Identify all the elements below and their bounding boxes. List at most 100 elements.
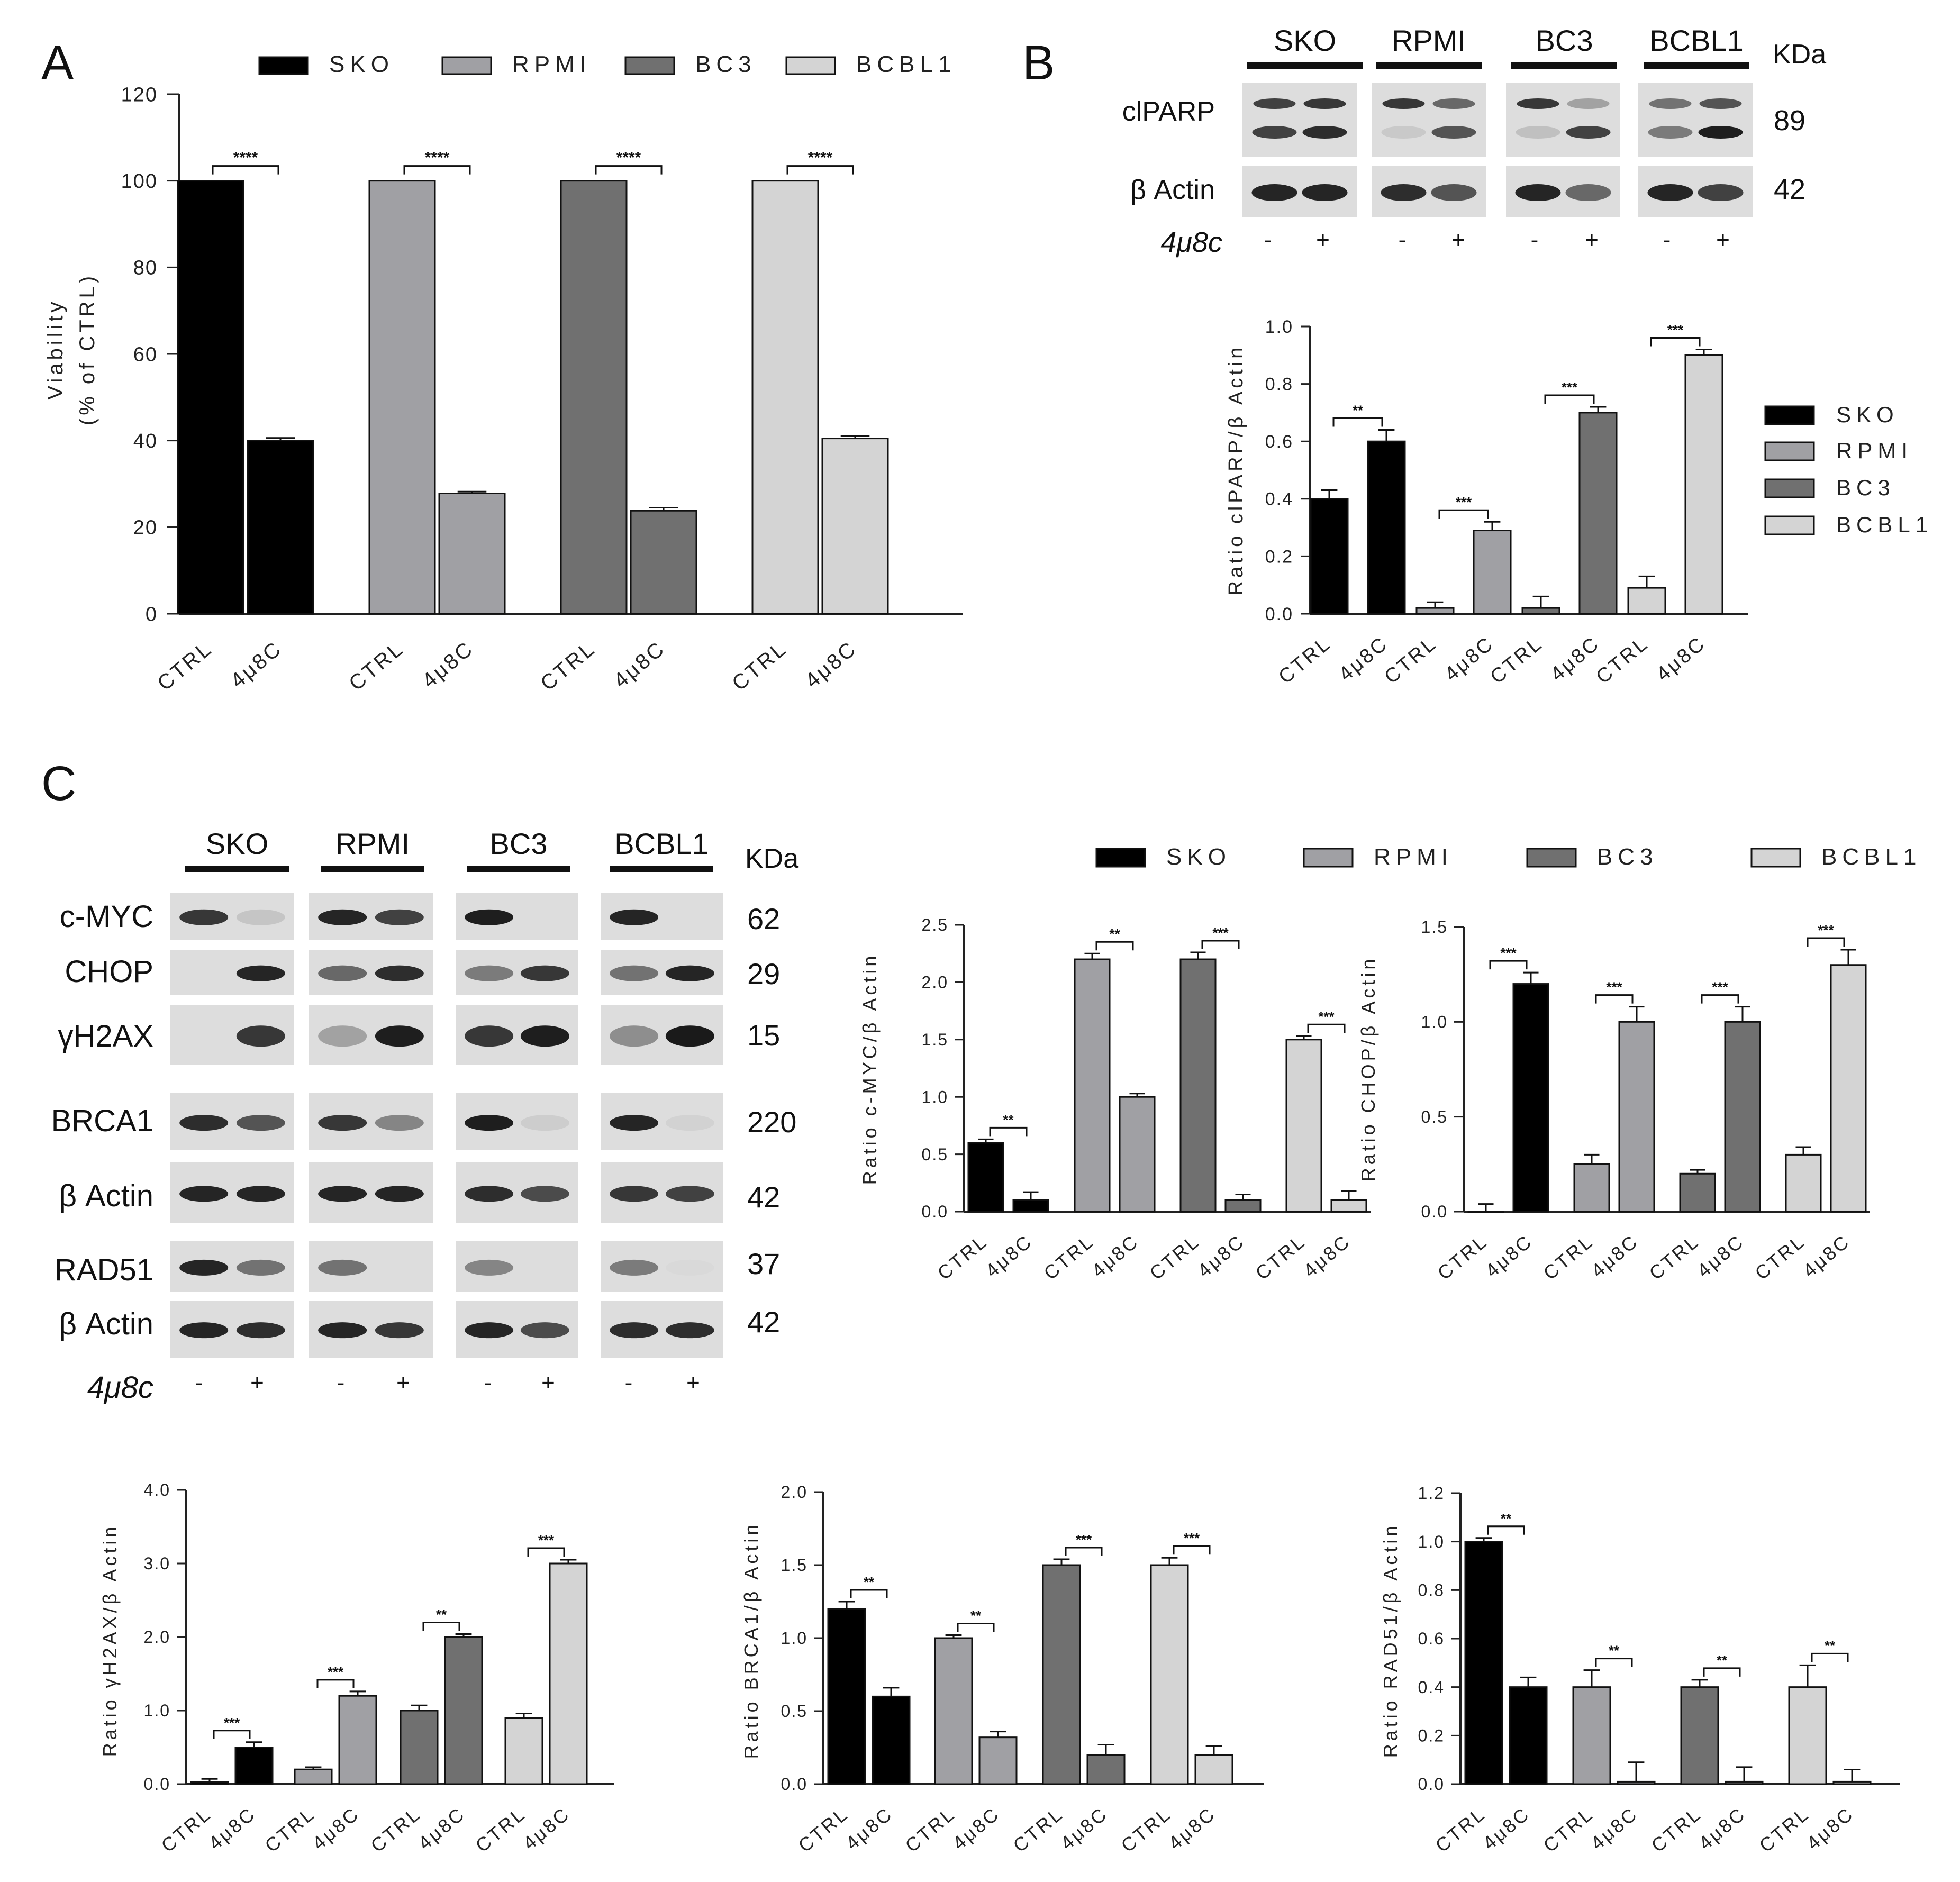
blot-band — [610, 1322, 659, 1339]
lane-sign: + — [1716, 227, 1730, 253]
significance-stars: ** — [970, 1607, 982, 1623]
blot-band — [520, 1115, 569, 1131]
y-axis-title: Viability — [44, 298, 67, 399]
x-tick-label: 4μ8C — [226, 637, 286, 693]
blot-band — [375, 965, 424, 981]
bar-bcbl1-ctrl — [1788, 1686, 1827, 1785]
blot-group-label-bcbl1: BCBL1 — [1649, 24, 1743, 57]
legend-label-sko: SKO — [329, 51, 394, 77]
blot-band — [610, 1259, 659, 1276]
blot-band — [465, 1259, 514, 1276]
y-tick-label: 0 — [146, 603, 158, 625]
bar-rpmi-ctrl — [1415, 607, 1455, 615]
lane-sign: - — [484, 1370, 492, 1396]
blot-band — [375, 1115, 424, 1131]
significance-stars: ** — [436, 1606, 447, 1622]
blot-row-label: BRCA1 — [51, 1104, 153, 1138]
blot-band — [1565, 184, 1611, 201]
blot-group-label-bc3: BC3 — [490, 827, 548, 860]
chart-cmyc: 0.0 0.5 1.0 1.5 2.0 2.5 Ratio c-MYC/β Actin CTR… — [859, 915, 1371, 1284]
significance-bracket — [1595, 1658, 1633, 1667]
x-tick-label: CTRL — [933, 1230, 992, 1284]
blot-group-bar — [321, 866, 424, 872]
x-tick-label: 4μ8C — [801, 637, 861, 693]
blot-band — [375, 1322, 424, 1339]
legend-swatch-sko — [1764, 405, 1815, 425]
bar-bcbl1-ctrl — [1785, 1153, 1822, 1213]
blot-group-label-sko: SKO — [1274, 24, 1336, 57]
bar-rpmi-treated — [1617, 1780, 1656, 1785]
bar-rpmi-treated — [1473, 530, 1512, 615]
y-tick-label: 1.0 — [1418, 1532, 1445, 1551]
legend-swatch-bcbl1 — [1764, 515, 1815, 535]
significance-stars: *** — [1212, 925, 1229, 941]
x-tick-label: CTRL — [1486, 632, 1547, 688]
x-tick-label: CTRL — [261, 1803, 320, 1857]
x-tick-label: 4μ8C — [414, 1803, 469, 1854]
lane-sign: - — [625, 1370, 633, 1396]
legend-label-sko: SKO — [1166, 844, 1231, 870]
significance-stars: *** — [224, 1715, 240, 1731]
blot-group-bar — [185, 866, 289, 872]
significance-stars: ** — [1003, 1112, 1014, 1128]
legend-swatch-sko — [258, 56, 309, 75]
x-tick-label: 4μ8C — [1802, 1803, 1858, 1854]
significance-bracket — [1095, 941, 1134, 951]
bar-bcbl1-treated — [549, 1562, 588, 1785]
bar-bcbl1-treated — [1684, 354, 1723, 615]
y-axis-subtitle: (% of CTRL) — [76, 273, 99, 425]
legend-label-bcbl1: BCBL1 — [856, 51, 956, 77]
significance-stars: **** — [233, 149, 258, 167]
x-tick-label: 4μ8C — [1694, 1803, 1750, 1854]
bar-rpmi-ctrl — [1573, 1163, 1610, 1213]
blot-band — [1431, 184, 1477, 201]
blot-band — [465, 1186, 514, 1202]
blot-band — [1699, 98, 1742, 109]
blot-band — [610, 1186, 659, 1202]
y-tick-label: 0.0 — [922, 1202, 948, 1221]
x-tick-label: CTRL — [1433, 1230, 1492, 1284]
y-tick-label: 0.8 — [1265, 375, 1293, 395]
significance-stars: ** — [864, 1574, 875, 1590]
x-tick-label: CTRL — [1040, 1230, 1099, 1284]
blot-band — [236, 965, 285, 981]
x-tick-label: 4μ8C — [204, 1803, 260, 1854]
significance-bracket — [212, 165, 279, 175]
significance-stars: *** — [1184, 1530, 1200, 1546]
blot-band — [318, 965, 367, 981]
significance-bracket — [957, 1622, 995, 1632]
blot-band — [520, 965, 569, 981]
y-tick-label: 2.5 — [922, 915, 948, 934]
y-tick-label: 0.4 — [1418, 1678, 1445, 1697]
x-tick-label: CTRL — [536, 637, 600, 695]
bar-sko-treated — [1509, 1686, 1548, 1785]
blot-band — [610, 1115, 659, 1131]
significance-bracket — [1173, 1545, 1211, 1555]
blot-row-label: β Actin — [1130, 175, 1215, 205]
significance-bracket — [422, 1621, 460, 1631]
x-tick-label: 4μ8C — [1693, 1230, 1748, 1281]
kda-header: KDa — [745, 843, 798, 874]
significance-bracket — [403, 165, 471, 175]
lane-sign: - — [337, 1370, 345, 1396]
bar-rpmi-treated — [438, 493, 506, 615]
y-tick-label: 1.0 — [144, 1701, 170, 1720]
blot-band — [520, 1186, 569, 1202]
drug-label: 4μ8c — [1160, 226, 1222, 258]
bar-rpmi-treated — [1119, 1096, 1156, 1213]
y-tick-label: 0.6 — [1265, 432, 1293, 452]
bar-rpmi-ctrl — [1572, 1686, 1611, 1785]
blot-strip — [456, 1241, 578, 1292]
blot-row-label: c-MYC — [60, 899, 153, 934]
blot-row-kda: 89 — [1774, 105, 1805, 137]
blot-band — [179, 1322, 229, 1339]
x-tick-label: CTRL — [344, 637, 409, 695]
significance-stars: *** — [1667, 322, 1684, 338]
significance-stars: *** — [1606, 979, 1622, 995]
y-tick-label: 0.5 — [922, 1145, 948, 1164]
blot-band — [1649, 98, 1692, 109]
significance-bracket — [1487, 1525, 1525, 1535]
blot-band — [236, 1025, 285, 1047]
blot-strip — [1638, 83, 1753, 157]
